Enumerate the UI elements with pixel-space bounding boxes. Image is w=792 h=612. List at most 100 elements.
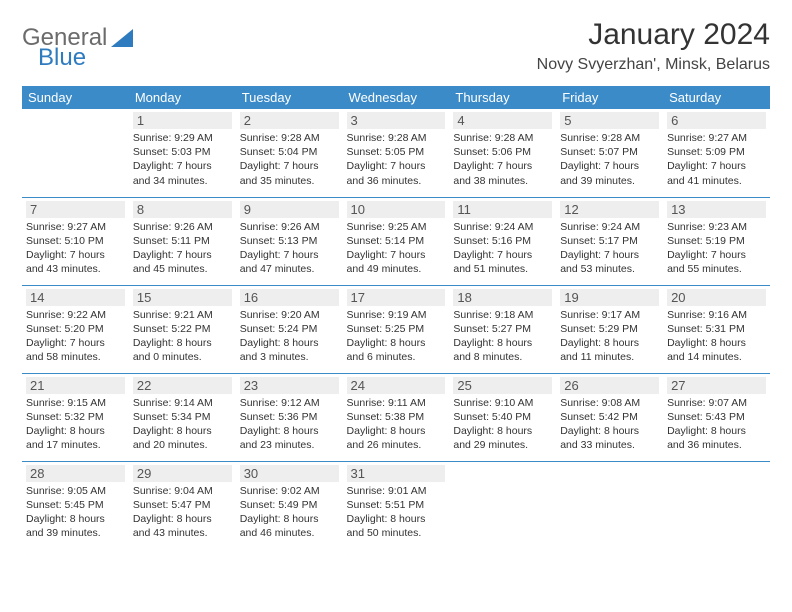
- daylight-text: Daylight: 8 hours and 0 minutes.: [133, 336, 232, 364]
- day-number: 13: [667, 201, 766, 218]
- day-details: Sunrise: 9:23 AMSunset: 5:19 PMDaylight:…: [667, 220, 766, 277]
- calendar-body: . 1 Sunrise: 9:29 AMSunset: 5:03 PMDayligh…: [22, 109, 770, 549]
- sunrise-text: Sunrise: 9:27 AM: [26, 220, 125, 234]
- calendar-row: 21Sunrise: 9:15 AMSunset: 5:32 PMDayligh…: [22, 373, 770, 461]
- sunset-text: Sunset: 5:43 PM: [667, 410, 766, 424]
- daylight-text: Daylight: 8 hours and 11 minutes.: [560, 336, 659, 364]
- daylight-text: Daylight: 7 hours and 58 minutes.: [26, 336, 125, 364]
- calendar-cell: 16Sunrise: 9:20 AMSunset: 5:24 PMDayligh…: [236, 285, 343, 373]
- sunset-text: Sunset: 5:31 PM: [667, 322, 766, 336]
- sunrise-text: Sunrise: 9:02 AM: [240, 484, 339, 498]
- calendar-cell: 30 Sunrise: 9:02 AMSunset: 5:49 PMDayligh…: [236, 461, 343, 549]
- sunrise-text: Sunrise: 9:28 AM: [453, 131, 552, 145]
- daylight-text: Daylight: 7 hours and 36 minutes.: [347, 159, 446, 187]
- weekday-header: Saturday: [663, 86, 770, 109]
- logo-text-blue: Blue: [38, 44, 86, 72]
- calendar-header-row: Sunday Monday Tuesday Wednesday Thursday…: [22, 86, 770, 109]
- day-number: 29: [133, 465, 232, 482]
- day-details: Sunrise: 9:29 AMSunset: 5:03 PMDaylight:…: [133, 131, 232, 188]
- calendar-cell: 7 Sunrise: 9:27 AMSunset: 5:10 PMDaylight…: [22, 197, 129, 285]
- title-block: January 2024 Novy Svyerzhan', Minsk, Bel…: [537, 18, 770, 74]
- day-details: Sunrise: 9:16 AMSunset: 5:31 PMDaylight:…: [667, 308, 766, 365]
- daylight-text: Daylight: 8 hours and 17 minutes.: [26, 424, 125, 452]
- daylight-text: Daylight: 8 hours and 29 minutes.: [453, 424, 552, 452]
- sunset-text: Sunset: 5:51 PM: [347, 498, 446, 512]
- sunrise-text: Sunrise: 9:15 AM: [26, 396, 125, 410]
- daylight-text: Daylight: 8 hours and 23 minutes.: [240, 424, 339, 452]
- calendar-cell: 25Sunrise: 9:10 AMSunset: 5:40 PMDayligh…: [449, 373, 556, 461]
- calendar-row: 7 Sunrise: 9:27 AMSunset: 5:10 PMDaylight…: [22, 197, 770, 285]
- day-number: 1: [133, 112, 232, 129]
- day-number: 11: [453, 201, 552, 218]
- calendar-cell: 19Sunrise: 9:17 AMSunset: 5:29 PMDayligh…: [556, 285, 663, 373]
- calendar-cell: 31Sunrise: 9:01 AMSunset: 5:51 PMDayligh…: [343, 461, 450, 549]
- daylight-text: Daylight: 7 hours and 38 minutes.: [453, 159, 552, 187]
- day-number: 7: [26, 201, 125, 218]
- day-number: 18: [453, 289, 552, 306]
- calendar-cell: 15Sunrise: 9:21 AMSunset: 5:22 PMDayligh…: [129, 285, 236, 373]
- sunrise-text: Sunrise: 9:12 AM: [240, 396, 339, 410]
- day-number: 17: [347, 289, 446, 306]
- sunset-text: Sunset: 5:05 PM: [347, 145, 446, 159]
- calendar-cell: 29Sunrise: 9:04 AMSunset: 5:47 PMDayligh…: [129, 461, 236, 549]
- daylight-text: Daylight: 7 hours and 55 minutes.: [667, 248, 766, 276]
- day-number: 30: [240, 465, 339, 482]
- sunrise-text: Sunrise: 9:28 AM: [560, 131, 659, 145]
- sunrise-text: Sunrise: 9:11 AM: [347, 396, 446, 410]
- calendar-cell: 1 Sunrise: 9:29 AMSunset: 5:03 PMDaylight…: [129, 109, 236, 197]
- sunset-text: Sunset: 5:24 PM: [240, 322, 339, 336]
- sunrise-text: Sunrise: 9:24 AM: [560, 220, 659, 234]
- day-number: 2: [240, 112, 339, 129]
- logo-triangle-icon: [111, 29, 133, 47]
- sunrise-text: Sunrise: 9:25 AM: [347, 220, 446, 234]
- day-number: 5: [560, 112, 659, 129]
- sunset-text: Sunset: 5:36 PM: [240, 410, 339, 424]
- calendar-cell: 20 Sunrise: 9:16 AMSunset: 5:31 PMDayligh…: [663, 285, 770, 373]
- sunset-text: Sunset: 5:40 PM: [453, 410, 552, 424]
- day-details: Sunrise: 9:24 AMSunset: 5:16 PMDaylight:…: [453, 220, 552, 277]
- calendar-cell: 24Sunrise: 9:11 AMSunset: 5:38 PMDayligh…: [343, 373, 450, 461]
- day-details: Sunrise: 9:24 AMSunset: 5:17 PMDaylight:…: [560, 220, 659, 277]
- daylight-text: Daylight: 8 hours and 46 minutes.: [240, 512, 339, 540]
- day-details: Sunrise: 9:02 AMSunset: 5:49 PMDaylight:…: [240, 484, 339, 541]
- daylight-text: Daylight: 8 hours and 14 minutes.: [667, 336, 766, 364]
- sunset-text: Sunset: 5:11 PM: [133, 234, 232, 248]
- sunset-text: Sunset: 5:49 PM: [240, 498, 339, 512]
- day-details: Sunrise: 9:28 AMSunset: 5:06 PMDaylight:…: [453, 131, 552, 188]
- sunrise-text: Sunrise: 9:18 AM: [453, 308, 552, 322]
- calendar-cell: .: [449, 461, 556, 549]
- day-details: Sunrise: 9:27 AMSunset: 5:10 PMDaylight:…: [26, 220, 125, 277]
- weekday-header: Monday: [129, 86, 236, 109]
- sunrise-text: Sunrise: 9:22 AM: [26, 308, 125, 322]
- day-details: Sunrise: 9:26 AMSunset: 5:11 PMDaylight:…: [133, 220, 232, 277]
- sunrise-text: Sunrise: 9:26 AM: [240, 220, 339, 234]
- day-details: Sunrise: 9:21 AMSunset: 5:22 PMDaylight:…: [133, 308, 232, 365]
- calendar-cell: 8 Sunrise: 9:26 AMSunset: 5:11 PMDaylight…: [129, 197, 236, 285]
- sunset-text: Sunset: 5:45 PM: [26, 498, 125, 512]
- calendar-cell: 5 Sunrise: 9:28 AMSunset: 5:07 PMDaylight…: [556, 109, 663, 197]
- calendar-cell: 22Sunrise: 9:14 AMSunset: 5:34 PMDayligh…: [129, 373, 236, 461]
- day-number: 20: [667, 289, 766, 306]
- day-details: Sunrise: 9:25 AMSunset: 5:14 PMDaylight:…: [347, 220, 446, 277]
- calendar-cell: 26Sunrise: 9:08 AMSunset: 5:42 PMDayligh…: [556, 373, 663, 461]
- daylight-text: Daylight: 7 hours and 41 minutes.: [667, 159, 766, 187]
- sunrise-text: Sunrise: 9:07 AM: [667, 396, 766, 410]
- day-number: 3: [347, 112, 446, 129]
- daylight-text: Daylight: 7 hours and 47 minutes.: [240, 248, 339, 276]
- sunrise-text: Sunrise: 9:20 AM: [240, 308, 339, 322]
- calendar-cell: 28Sunrise: 9:05 AMSunset: 5:45 PMDayligh…: [22, 461, 129, 549]
- day-details: Sunrise: 9:28 AMSunset: 5:05 PMDaylight:…: [347, 131, 446, 188]
- sunrise-text: Sunrise: 9:28 AM: [240, 131, 339, 145]
- day-number: 27: [667, 377, 766, 394]
- sunset-text: Sunset: 5:16 PM: [453, 234, 552, 248]
- calendar-cell: 27Sunrise: 9:07 AMSunset: 5:43 PMDayligh…: [663, 373, 770, 461]
- day-number: 8: [133, 201, 232, 218]
- sunset-text: Sunset: 5:42 PM: [560, 410, 659, 424]
- day-details: Sunrise: 9:28 AMSunset: 5:07 PMDaylight:…: [560, 131, 659, 188]
- daylight-text: Daylight: 7 hours and 51 minutes.: [453, 248, 552, 276]
- month-title: January 2024: [537, 18, 770, 52]
- calendar-row: 28Sunrise: 9:05 AMSunset: 5:45 PMDayligh…: [22, 461, 770, 549]
- daylight-text: Daylight: 8 hours and 8 minutes.: [453, 336, 552, 364]
- sunrise-text: Sunrise: 9:01 AM: [347, 484, 446, 498]
- calendar-cell: 3 Sunrise: 9:28 AMSunset: 5:05 PMDaylight…: [343, 109, 450, 197]
